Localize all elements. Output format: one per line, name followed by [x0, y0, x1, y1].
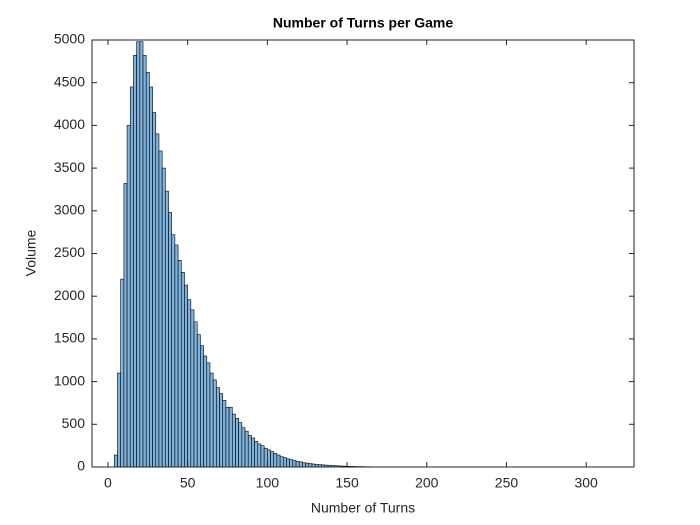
bar [209, 372, 214, 468]
chart-title: Number of Turns per Game [273, 15, 453, 31]
bar [231, 413, 236, 468]
bar [187, 299, 192, 468]
bar [251, 437, 255, 468]
y-tick-label: 5000 [54, 31, 85, 47]
bar [222, 400, 227, 468]
bar [174, 244, 179, 468]
x-tick-label: 0 [104, 475, 112, 491]
bar [161, 167, 166, 468]
bar [149, 86, 153, 468]
bar [123, 183, 128, 468]
x-tick-label: 250 [495, 475, 519, 491]
bar [152, 112, 157, 468]
bar [126, 125, 131, 468]
bar [196, 334, 201, 468]
bar [193, 321, 198, 468]
bar [142, 55, 147, 468]
y-tick-label: 3000 [54, 202, 85, 218]
bar [136, 41, 141, 468]
bar [168, 212, 173, 468]
y-tick-label: 0 [77, 458, 85, 474]
bar [228, 406, 233, 468]
bar [308, 463, 313, 468]
bar [158, 150, 163, 468]
bar [286, 458, 290, 468]
bar [279, 456, 284, 468]
bar [129, 86, 134, 468]
bar [257, 443, 262, 468]
bar [177, 260, 182, 468]
bar [139, 41, 144, 468]
bar [305, 462, 310, 468]
bar [212, 379, 217, 468]
bar [254, 441, 259, 468]
bar [298, 461, 303, 468]
x-tick-label: 150 [335, 475, 359, 491]
x-tick-label: 200 [415, 475, 439, 491]
x-tick-label: 100 [256, 475, 280, 491]
bar [180, 271, 185, 468]
bar [219, 393, 224, 468]
bar [171, 234, 176, 468]
bar [273, 453, 278, 468]
bar [216, 387, 220, 468]
bar [295, 461, 300, 468]
x-axis-label: Number of Turns [311, 500, 415, 516]
bar [292, 460, 297, 468]
y-tick-label: 1500 [54, 330, 85, 346]
bar [282, 457, 287, 468]
y-tick-label: 4000 [54, 116, 85, 132]
bar [270, 451, 275, 468]
bar [276, 454, 281, 468]
y-tick-label: 500 [62, 415, 86, 431]
y-tick-label: 2000 [54, 287, 85, 303]
bar [155, 133, 160, 468]
y-axis-label: Volume [23, 229, 39, 276]
bar [206, 362, 211, 468]
bar [200, 345, 204, 468]
bar [184, 284, 188, 468]
x-tick-label: 50 [180, 475, 196, 491]
y-tick-label: 2500 [54, 244, 85, 260]
y-tick-label: 4500 [54, 73, 85, 89]
bar [117, 372, 121, 468]
bar [120, 278, 125, 468]
bar [247, 435, 252, 468]
bar [190, 309, 195, 468]
bar [260, 445, 265, 468]
bar [114, 454, 118, 468]
bar [238, 422, 243, 468]
bar [203, 355, 208, 468]
bar [165, 190, 169, 468]
y-tick-label: 1000 [54, 372, 85, 388]
bar [133, 55, 137, 468]
bar [225, 406, 230, 468]
bar [235, 418, 239, 468]
x-tick-label: 300 [574, 475, 598, 491]
y-tick-label: 3500 [54, 159, 85, 175]
bar [145, 72, 150, 468]
bar [302, 462, 306, 468]
bar [289, 459, 294, 468]
bar [244, 430, 249, 468]
bar [241, 427, 246, 468]
